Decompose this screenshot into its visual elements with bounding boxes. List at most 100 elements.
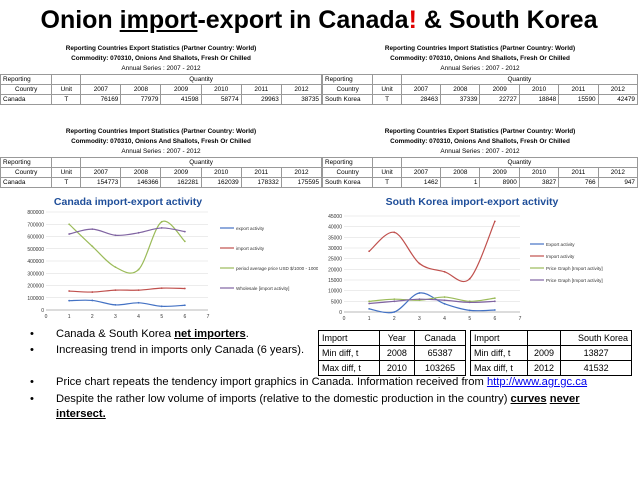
data-point [443,299,446,302]
data-point [91,291,94,293]
year-header: 2009 [479,167,520,178]
canada-diff-table: Import Year Canada Min diff, t 2008 65387 Ma… [318,330,466,376]
year-header: 2008 [440,167,481,178]
value-cell: 37339 [440,94,481,105]
legend-label: Import activity [546,254,575,259]
legend-label: Price Graph [Import activity] [546,278,603,283]
country-label: Country [0,84,53,95]
x-tick-label: 2 [393,316,396,322]
y-tick-label: 45000 [328,214,342,220]
data-point [137,268,140,271]
stats-series: Annual Series : 2007 - 2012 [121,148,201,155]
series-line [68,220,186,274]
y-tick-label: 10000 [328,289,342,295]
data-point [137,301,140,304]
stats-series: Annual Series : 2007 - 2012 [121,65,201,72]
x-tick-label: 1 [368,316,371,322]
quantity-label: Quantity [400,74,638,85]
stats-series: Annual Series : 2007 - 2012 [440,148,520,155]
data-point [183,287,186,290]
value-cell: 41598 [160,94,202,105]
year-header: 2009 [160,84,202,95]
year-header: 2008 [120,167,162,178]
data-point [393,300,396,303]
chart-title: Canada import-export activity [54,196,202,208]
x-tick-label: 1 [68,314,71,320]
data-point [137,231,140,234]
data-point [68,233,71,235]
year-header: 2012 [280,84,323,95]
unit-label: Unit [372,167,402,178]
series-line [69,227,185,236]
year-header: 2010 [200,167,242,178]
value-cell: 18848 [518,94,560,105]
x-tick-label: 3 [114,314,117,320]
y-tick-label: 0 [41,308,44,314]
data-point [493,220,496,223]
value-cell: 76169 [80,94,122,105]
country-cell: South Korea [321,94,374,105]
country-cell: Canada [0,177,53,188]
data-point [368,302,371,305]
y-tick-label: 25000 [328,257,342,263]
country-label: Country [0,167,53,178]
y-tick-label: 20000 [328,267,342,273]
korea-import-stats-table: Reporting Countries Import Statistics (P… [321,44,638,105]
data-point [443,302,446,305]
data-point [114,234,117,237]
stats-commodity: Commodity: 070310, Onions And Shallots, … [390,55,570,62]
x-tick-label: 2 [91,314,94,320]
canada-export-stats-table: Reporting Countries Export Statistics (P… [0,44,323,105]
x-tick-label: 0 [45,314,48,320]
year-header: 2010 [200,84,242,95]
unit-label: Unit [51,84,82,95]
data-point [393,298,396,301]
year-header: 2012 [280,167,323,178]
series-line [369,298,495,305]
canada-import-stats-table: Reporting Countries Import Statistics (P… [0,127,323,188]
series-line [69,287,185,293]
data-point [418,262,421,265]
y-tick-label: 30000 [328,246,342,252]
value-cell: 178332 [240,177,282,188]
year-header: 2008 [120,84,162,95]
y-tick-label: 15000 [328,278,342,284]
value-cell: 15590 [558,94,599,105]
year-header: 2012 [597,167,638,178]
year-header: 2007 [400,84,442,95]
stats-header: Reporting Countries Import Statistics (P… [384,45,576,52]
data-point [91,228,94,231]
quantity-label: Quantity [80,74,322,85]
data-point [114,289,117,292]
data-point [160,287,163,290]
unit-cell: T [51,94,82,105]
value-cell: 8900 [479,177,520,188]
value-cell: 146366 [120,177,162,188]
x-tick-label: 4 [443,316,446,322]
value-cell: 29963 [240,94,282,105]
year-header: 2011 [558,167,599,178]
unit-label: Unit [372,84,402,95]
data-point [160,305,163,308]
unit-label: Unit [51,167,82,178]
unit-cell: T [372,94,402,105]
chart-title: South Korea import-export activity [386,196,559,208]
country-label: Country [321,167,374,178]
value-cell: 38735 [280,94,323,105]
agr-link[interactable]: http://www.agr.gc.ca [486,376,588,388]
reporting-label: Reporting [0,74,53,85]
stats-header: Reporting Countries Export Statistics (P… [384,128,576,135]
value-cell: 1 [440,177,481,188]
value-cell: 22727 [479,94,520,105]
data-point [368,250,371,253]
country-cell: Canada [0,94,53,105]
data-point [114,304,117,306]
data-point [114,266,117,269]
stats-commodity: Commodity: 070310, Onions And Shallots, … [71,55,251,62]
reporting-label: Reporting [0,157,53,168]
korea-diff-table: Import South Korea Min diff, t 2009 13827 M… [470,330,632,376]
page-title: Onion import-export in Canada! & South K… [40,6,598,34]
country-cell: South Korea [321,177,374,188]
data-point [393,311,396,313]
year-header: 2007 [80,84,122,95]
